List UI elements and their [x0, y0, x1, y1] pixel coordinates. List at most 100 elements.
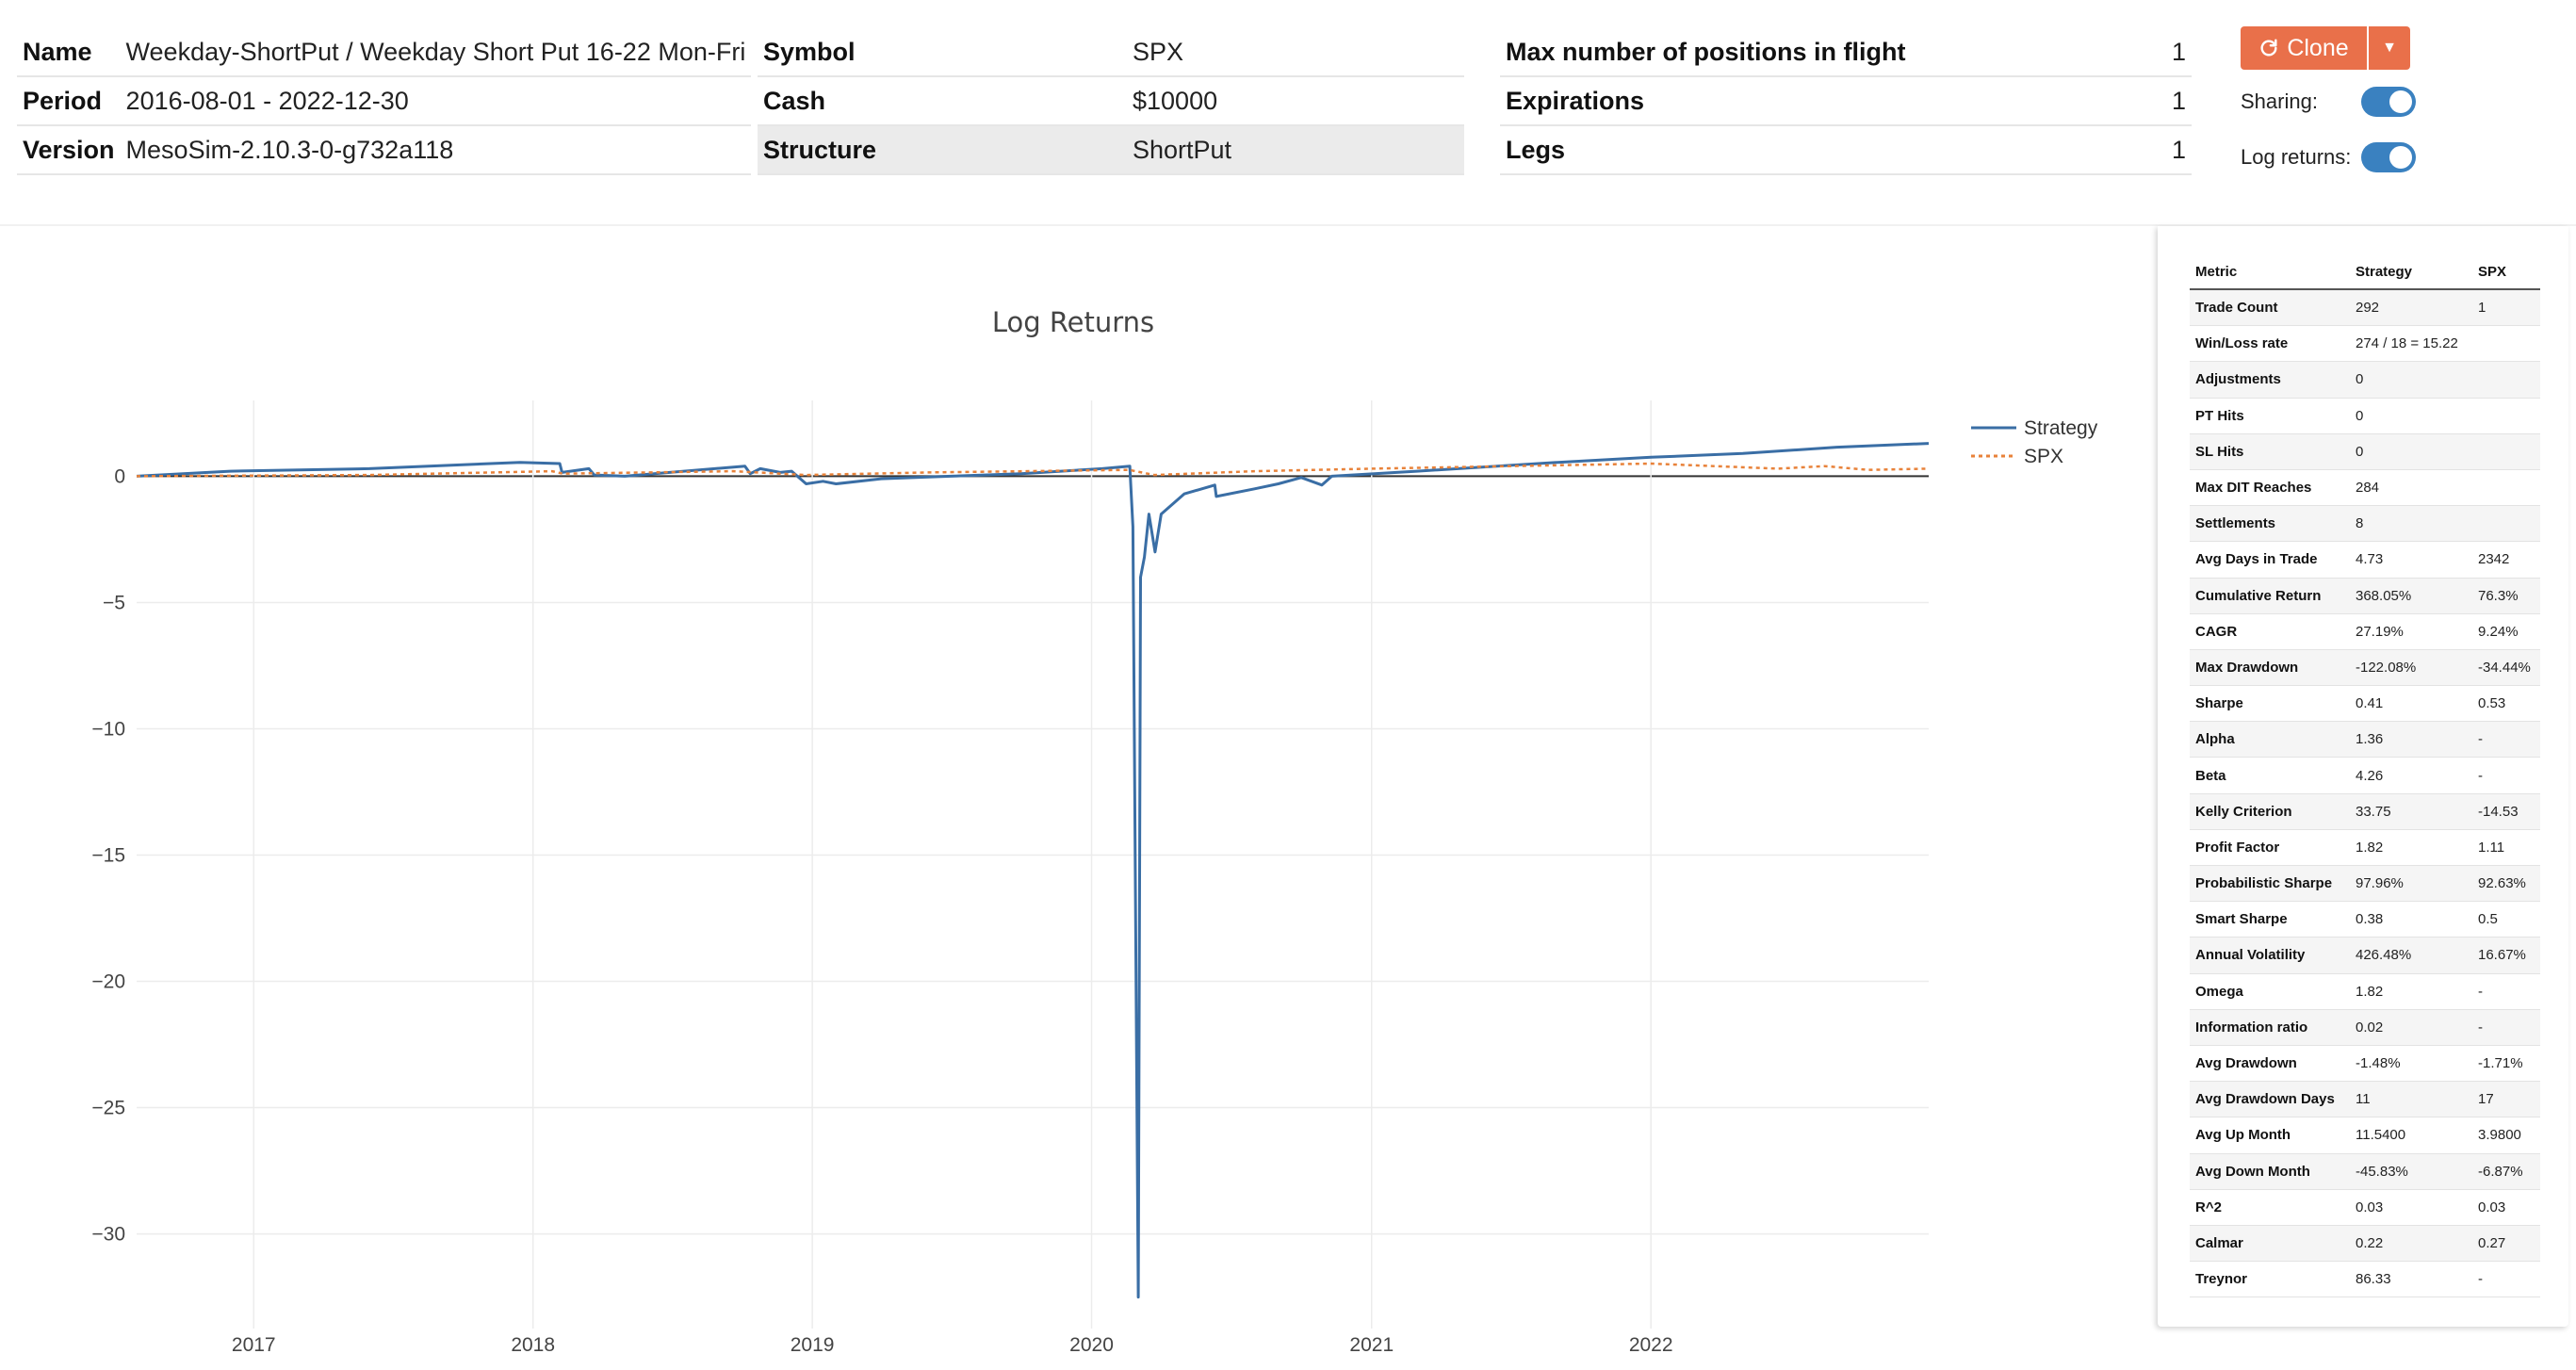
spx-value	[2472, 361, 2540, 399]
info-row-cash: Cash $10000	[758, 76, 1464, 126]
spx-value: -1.71%	[2472, 1045, 2540, 1083]
metrics-row: Max Drawdown -122.08% -34.44%	[2190, 649, 2540, 687]
metrics-row: R^2 0.03 0.03	[2190, 1189, 2540, 1226]
strategy-value: 368.05%	[2350, 578, 2472, 614]
spx-value	[2472, 505, 2540, 543]
metrics-body: Trade Count 292 1 Win/Loss rate 274 / 18 = 1…	[2190, 289, 2540, 1298]
spx-value: 1	[2472, 289, 2540, 327]
spx-value	[2472, 433, 2540, 470]
strategy-value: -122.08%	[2350, 649, 2472, 687]
metric-name: Avg Drawdown	[2190, 1045, 2350, 1083]
legend-label[interactable]: Strategy	[2024, 417, 2098, 439]
metrics-panel: Metric Strategy SPX Trade Count 292 1 Win/L…	[2158, 226, 2568, 1327]
info-value: ShortPut	[1127, 125, 1464, 175]
instrument-info-table: Symbol SPX Cash $10000 Structure ShortPu…	[758, 28, 1464, 175]
spx-value: 0.27	[2472, 1225, 2540, 1263]
metric-name: CAGR	[2190, 613, 2350, 650]
x-tick-label: 2022	[1629, 1334, 1673, 1356]
metric-name: SL Hits	[2190, 433, 2350, 470]
strategy-value: 274 / 18 = 15.22	[2350, 325, 2472, 363]
info-value: 1	[2151, 28, 2192, 77]
y-tick-label: −5	[103, 592, 125, 613]
strategy-value: 0	[2350, 361, 2472, 399]
info-value: 2016-08-01 - 2022-12-30	[120, 76, 752, 126]
info-label: Cash	[758, 76, 1127, 126]
spx-value: -34.44%	[2472, 649, 2540, 687]
strategy-value: 11.5400	[2350, 1117, 2472, 1154]
metrics-row: Alpha 1.36-	[2190, 721, 2540, 758]
clone-button-group: Clone ▼	[2241, 26, 2410, 70]
clone-label: Clone	[2287, 34, 2349, 61]
spx-value: 9.24%	[2472, 613, 2540, 650]
metric-name: Avg Down Month	[2190, 1153, 2350, 1190]
metric-name: Omega	[2190, 973, 2350, 1010]
sharing-toggle[interactable]	[2361, 87, 2416, 117]
metric-name: Avg Days in Trade	[2190, 541, 2350, 579]
strategy-value: 0	[2350, 433, 2472, 470]
chart-legend[interactable]: Strategy SPX	[1971, 417, 2098, 467]
chart-series	[136, 442, 1930, 1299]
y-tick-label: −10	[91, 718, 125, 740]
refresh-icon	[2260, 39, 2277, 57]
x-tick-label: 2020	[1069, 1334, 1114, 1356]
metrics-row: Smart Sharpe 0.38 0.5	[2190, 901, 2540, 938]
info-value: 1	[2151, 125, 2192, 175]
metric-name: Max Drawdown	[2190, 649, 2350, 687]
spx-value: -	[2472, 973, 2540, 1010]
metric-name: Treynor	[2190, 1261, 2350, 1298]
info-row-version: Version MesoSim-2.10.3-0-g732a118	[17, 125, 752, 175]
log-returns-toggle[interactable]	[2361, 142, 2416, 172]
strategy-value: 8	[2350, 505, 2472, 543]
sharing-row: Sharing:	[2241, 87, 2467, 117]
spx-value: 92.63%	[2472, 865, 2540, 903]
metrics-row: Kelly Criterion 33.75 -14.53	[2190, 793, 2540, 830]
y-tick-label: −15	[91, 845, 125, 867]
strategy-value: 0.41	[2350, 685, 2472, 723]
strategy-value: 27.19%	[2350, 613, 2472, 650]
legend-label[interactable]: SPX	[2024, 446, 2063, 467]
metric-name: Beta	[2190, 757, 2350, 794]
y-tick-label: −20	[91, 971, 125, 993]
metrics-header-row: Metric Strategy SPX	[2190, 254, 2540, 290]
series-line-strategy[interactable]	[136, 442, 1930, 1299]
metrics-header-spx: SPX	[2472, 254, 2540, 290]
metric-name: Win/Loss rate	[2190, 325, 2350, 363]
x-tick-label: 2021	[1349, 1334, 1394, 1356]
x-tick-label: 2018	[511, 1334, 555, 1356]
metrics-row: Annual Volatility 426.48% 16.67%	[2190, 937, 2540, 974]
spx-value: 1.11	[2472, 829, 2540, 867]
strategy-value: 97.96%	[2350, 865, 2472, 903]
metrics-row: Treynor 86.33-	[2190, 1261, 2540, 1298]
spx-value: -	[2472, 721, 2540, 758]
spx-value: -14.53	[2472, 793, 2540, 830]
metric-name: Smart Sharpe	[2190, 901, 2350, 938]
info-label: Legs	[1500, 125, 2152, 175]
caret-down-icon: ▼	[2382, 40, 2397, 56]
info-row-structure[interactable]: Structure ShortPut	[758, 125, 1464, 175]
spx-value: 16.67%	[2472, 937, 2540, 974]
info-row-expirations: Expirations 1	[1500, 76, 2192, 126]
metric-name: PT Hits	[2190, 398, 2350, 434]
spx-value	[2472, 469, 2540, 507]
log-returns-chart[interactable]: Log Returns 0 −5 −10 −15 −20 −25 −30 2017 2018 20…	[0, 226, 2148, 1370]
strategy-value: -1.48%	[2350, 1045, 2472, 1083]
clone-dropdown-toggle[interactable]: ▼	[2369, 26, 2410, 70]
strategy-info-table: Name Weekday-ShortPut / Weekday Short Pu…	[17, 28, 752, 175]
y-tick-label: 0	[114, 465, 125, 487]
series-line-spx[interactable]	[136, 462, 1930, 478]
strategy-value: 4.26	[2350, 757, 2472, 794]
spx-value: 17	[2472, 1081, 2540, 1118]
metrics-row: Avg Up Month 11.5400 3.9800	[2190, 1117, 2540, 1154]
spx-value: 3.9800	[2472, 1117, 2540, 1154]
metrics-row: Trade Count 292 1	[2190, 289, 2540, 327]
y-tick-label: −25	[91, 1098, 125, 1119]
spx-value: -	[2472, 1009, 2540, 1046]
info-value: 1	[2151, 76, 2192, 126]
metric-name: Settlements	[2190, 505, 2350, 543]
info-row-period: Period 2016-08-01 - 2022-12-30	[17, 76, 752, 126]
metric-name: Adjustments	[2190, 361, 2350, 399]
log-returns-row: Log returns:	[2241, 142, 2467, 172]
x-tick-label: 2017	[232, 1334, 276, 1356]
clone-button[interactable]: Clone	[2241, 26, 2367, 70]
sharing-label: Sharing:	[2241, 90, 2318, 113]
